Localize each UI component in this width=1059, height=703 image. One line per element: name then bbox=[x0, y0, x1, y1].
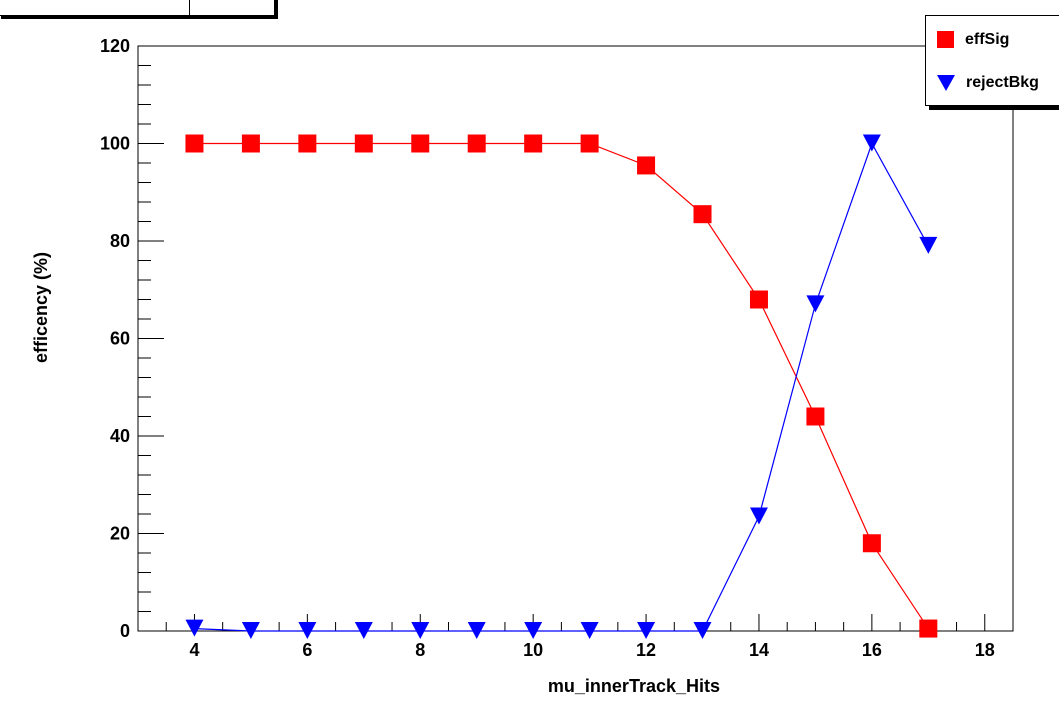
data-point-rejectBkg bbox=[185, 619, 204, 637]
title-box bbox=[0, 0, 275, 16]
data-point-effSig bbox=[411, 134, 430, 153]
y-axis-ticks: 0 20 40 60 80 100 120 bbox=[100, 36, 164, 641]
data-point-rejectBkg bbox=[241, 622, 260, 639]
x-tick-label: 10 bbox=[523, 640, 543, 660]
series-line-rejectBkg bbox=[194, 142, 929, 632]
data-point-effSig bbox=[862, 534, 881, 553]
red-square-marker-icon bbox=[937, 31, 954, 48]
y-tick-label: 20 bbox=[110, 524, 130, 544]
x-tick-label: 16 bbox=[862, 640, 882, 660]
data-point-effSig bbox=[693, 205, 712, 224]
y-axis-title: efficency (%) bbox=[31, 252, 51, 363]
x-axis-title: mu_innerTrack_Hits bbox=[548, 676, 720, 696]
plot-frame bbox=[137, 45, 1014, 632]
data-point-effSig bbox=[467, 134, 486, 153]
y-tick-label: 0 bbox=[120, 621, 130, 641]
x-tick-label: 4 bbox=[189, 640, 199, 660]
blue-triangle-marker-icon bbox=[937, 75, 955, 91]
data-point-effSig bbox=[919, 619, 938, 638]
data-point-rejectBkg bbox=[693, 622, 712, 639]
data-point-rejectBkg bbox=[749, 507, 768, 525]
data-point-rejectBkg bbox=[467, 622, 486, 639]
data-point-rejectBkg bbox=[354, 622, 373, 639]
data-point-rejectBkg bbox=[806, 295, 825, 313]
x-tick-label: 8 bbox=[415, 640, 425, 660]
data-point-effSig bbox=[298, 134, 317, 153]
series-line-effSig bbox=[194, 142, 929, 629]
y-tick-label: 120 bbox=[100, 36, 130, 56]
data-point-effSig bbox=[185, 134, 204, 153]
data-point-effSig bbox=[241, 134, 260, 153]
data-point-rejectBkg bbox=[862, 134, 881, 152]
x-axis-ticks: 4 6 8 10 12 14 16 18 bbox=[137, 614, 1014, 660]
y-tick-label: 60 bbox=[110, 329, 130, 349]
y-tick-label: 80 bbox=[110, 231, 130, 251]
data-point-effSig bbox=[354, 134, 373, 153]
legend-label-effsig: effSig bbox=[965, 30, 1010, 48]
x-tick-label: 12 bbox=[636, 640, 656, 660]
data-point-rejectBkg bbox=[637, 622, 656, 639]
data-point-effSig bbox=[749, 290, 768, 309]
data-point-rejectBkg bbox=[411, 622, 430, 639]
legend-item-effsig: effSig bbox=[936, 30, 1009, 49]
plot-border bbox=[137, 45, 1014, 632]
data-point-effSig bbox=[580, 134, 599, 153]
data-point-rejectBkg bbox=[580, 622, 599, 639]
data-point-effSig bbox=[806, 407, 825, 426]
data-point-effSig bbox=[637, 156, 656, 175]
data-point-effSig bbox=[524, 134, 543, 153]
series-markers bbox=[185, 134, 938, 639]
legend: effSig rejectBkg bbox=[925, 15, 1059, 106]
x-tick-label: 6 bbox=[302, 640, 312, 660]
y-tick-label: 100 bbox=[100, 134, 130, 154]
legend-label-rejectbkg: rejectBkg bbox=[966, 74, 1039, 91]
y-tick-label: 40 bbox=[110, 426, 130, 446]
legend-item-rejectbkg: rejectBkg bbox=[936, 74, 1039, 92]
data-point-rejectBkg bbox=[298, 622, 317, 639]
series-lines bbox=[194, 142, 929, 632]
data-point-rejectBkg bbox=[919, 236, 938, 254]
data-point-rejectBkg bbox=[524, 622, 543, 639]
x-tick-label: 18 bbox=[975, 640, 995, 660]
title-box-divider bbox=[189, 0, 190, 15]
x-tick-label: 14 bbox=[749, 640, 769, 660]
